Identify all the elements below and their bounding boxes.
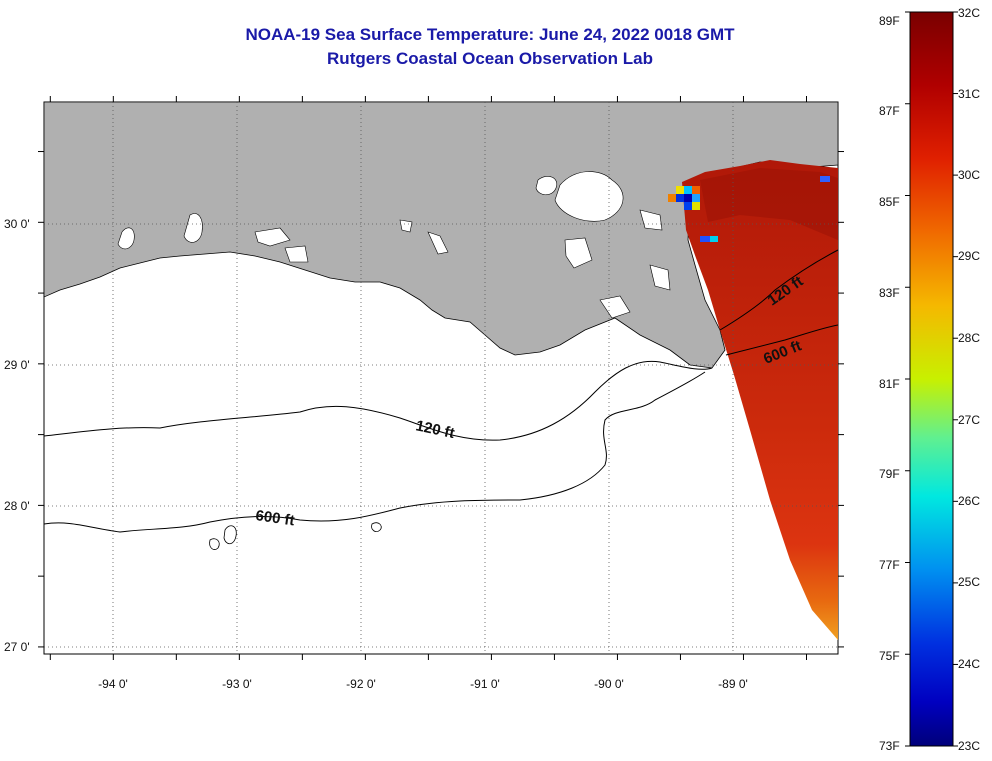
- colorbar-c-label: 32C: [958, 6, 980, 20]
- graticule: [44, 102, 838, 654]
- sst-warm-core: [700, 168, 838, 240]
- contour-small-loop: [209, 538, 220, 550]
- lake: [535, 176, 558, 196]
- contour-600ft-east: [725, 324, 838, 356]
- colorbar-f-label: 79F: [879, 467, 900, 481]
- cold-anomaly-pixels: [668, 176, 830, 242]
- lon-tick-label: -93 0': [222, 677, 252, 691]
- contour-small-loop: [371, 522, 382, 532]
- lake: [599, 295, 631, 319]
- lake: [649, 264, 671, 291]
- map-subtitle: Rutgers Coastal Ocean Observation Lab: [327, 49, 653, 68]
- lon-tick-label: -94 0': [98, 677, 128, 691]
- lat-tick-label: 27 0': [4, 640, 30, 654]
- contour-label: 600 ft: [254, 507, 295, 529]
- colorbar-ticks: [905, 11, 958, 747]
- colorbar-c-label: 27C: [958, 413, 980, 427]
- contour-120ft-east: [719, 249, 838, 331]
- sst-swath: [682, 160, 838, 640]
- colorbar-f-label: 81F: [879, 377, 900, 391]
- colorbar: [909, 11, 954, 747]
- lake: [639, 209, 663, 231]
- lat-tick-label: 29 0': [4, 358, 30, 372]
- colorbar-c-label: 29C: [958, 249, 980, 263]
- lon-tick-label: -92 0': [346, 677, 376, 691]
- lake: [427, 231, 449, 255]
- colorbar-c-label: 24C: [958, 657, 980, 671]
- lat-tick-label: 28 0': [4, 499, 30, 513]
- contour-120ft-west: [44, 360, 713, 441]
- lat-tick-label: 30 0': [4, 217, 30, 231]
- lake: [399, 219, 413, 233]
- colorbar-f-label: 73F: [879, 739, 900, 753]
- colorbar-c-label: 28C: [958, 331, 980, 345]
- lon-tick-label: -91 0': [470, 677, 500, 691]
- lon-tick-label: -89 0': [718, 677, 748, 691]
- frame-ticks: [38, 96, 844, 660]
- colorbar-f-label: 87F: [879, 104, 900, 118]
- colorbar-c-label: 26C: [958, 494, 980, 508]
- map-title: NOAA-19 Sea Surface Temperature: June 24…: [245, 25, 735, 44]
- colorbar-c-label: 30C: [958, 168, 980, 182]
- colorbar-c-label: 25C: [958, 575, 980, 589]
- contour-small-loop: [223, 525, 237, 545]
- colorbar-c-label: 23C: [958, 739, 980, 753]
- colorbar-f-label: 77F: [879, 558, 900, 572]
- colorbar-c-label: 31C: [958, 87, 980, 101]
- lon-tick-label: -90 0': [594, 677, 624, 691]
- contour-600ft-west: [44, 371, 706, 533]
- colorbar-f-label: 89F: [879, 14, 900, 28]
- lake: [284, 245, 309, 263]
- lake: [254, 227, 291, 247]
- lake: [564, 237, 593, 269]
- colorbar-f-label: 85F: [879, 195, 900, 209]
- colorbar-f-label: 83F: [879, 286, 900, 300]
- colorbar-f-label: 75F: [879, 649, 900, 663]
- lake: [554, 171, 624, 222]
- lake: [183, 213, 203, 243]
- lake: [117, 227, 135, 250]
